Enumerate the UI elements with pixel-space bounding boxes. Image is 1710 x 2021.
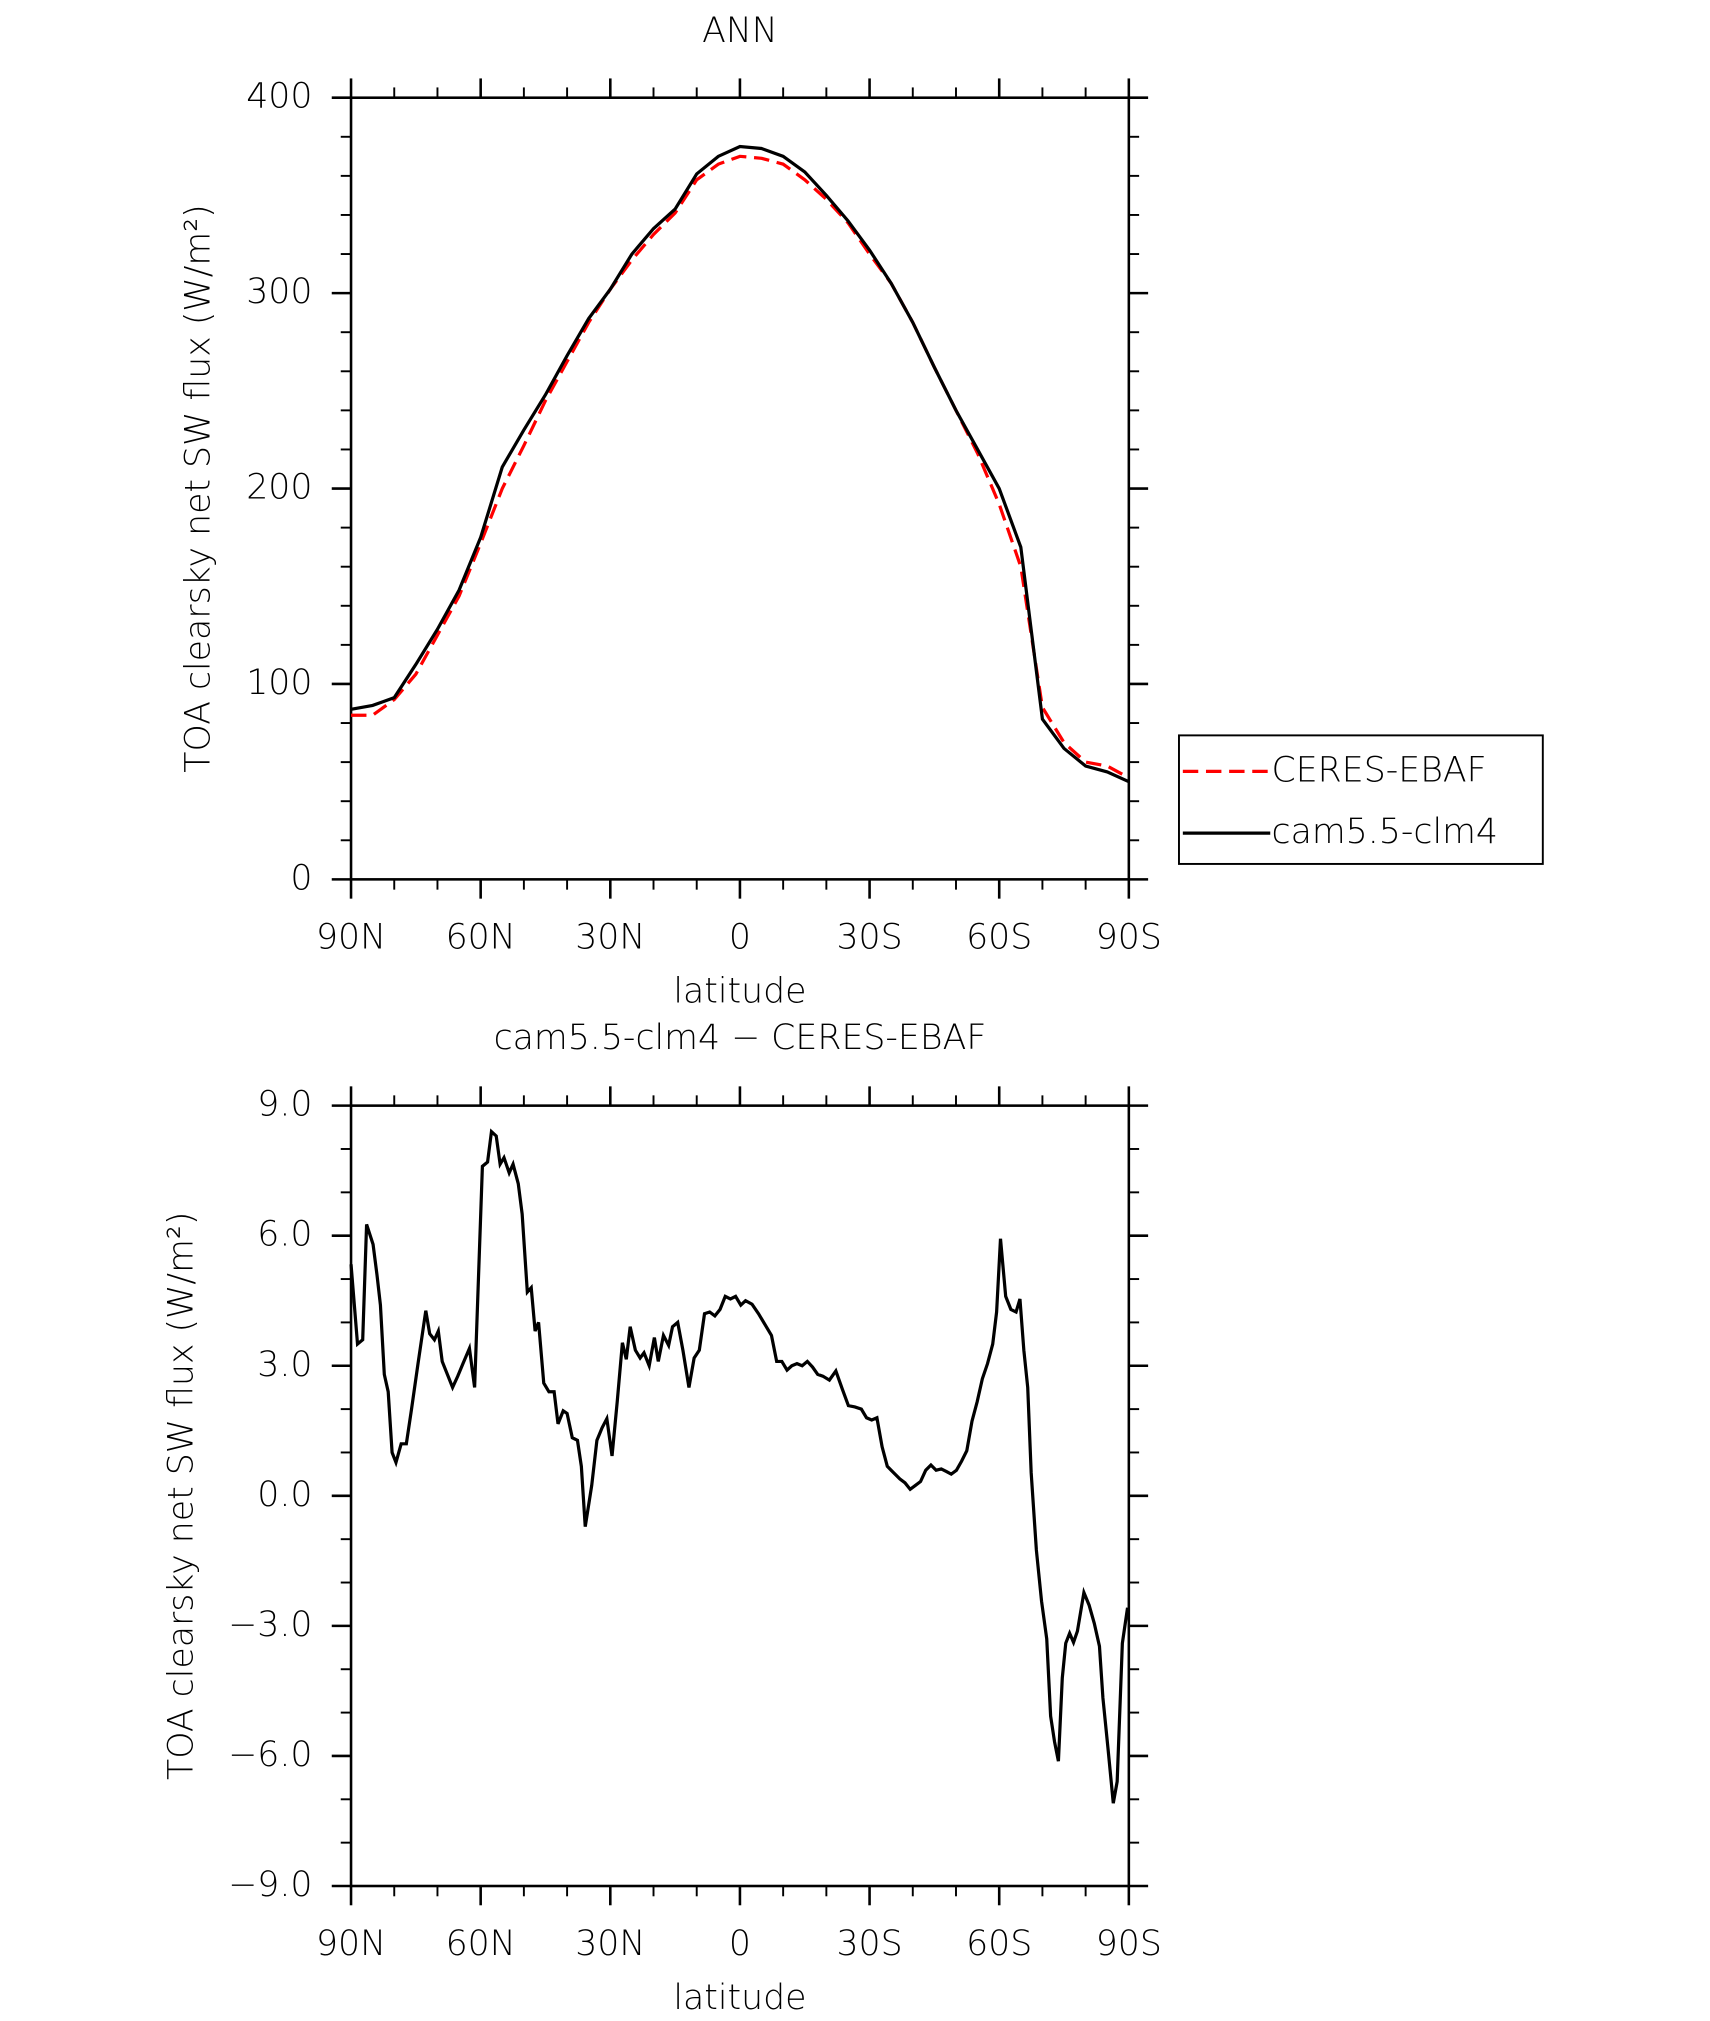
y-tick-label: −9.0 xyxy=(228,1865,312,1905)
chart-title: ANN xyxy=(702,11,778,51)
y-tick-label: 400 xyxy=(246,77,312,117)
y-tick-label: −6.0 xyxy=(228,1735,312,1775)
x-tick-label: 30N xyxy=(575,918,645,958)
y-tick-label: 100 xyxy=(246,663,312,703)
x-tick-label: 60N xyxy=(446,918,516,958)
y-tick-label: 200 xyxy=(246,468,312,508)
y-axis-label: TOA clearsky net SW flux (W/m²) xyxy=(178,204,218,772)
y-tick-label: 300 xyxy=(246,272,312,312)
x-tick-label: 30S xyxy=(836,1924,902,1964)
x-tick-label: 60S xyxy=(966,1924,1032,1964)
legend-label: CERES-EBAF xyxy=(1272,750,1487,790)
x-tick-label: 90N xyxy=(316,918,386,958)
chart-title: cam5.5-clm4 − CERES-EBAF xyxy=(494,1018,987,1058)
plot-frame xyxy=(349,96,1131,881)
data-line xyxy=(351,154,1130,780)
x-axis-label: latitude xyxy=(673,1978,806,2018)
y-tick-label: 6.0 xyxy=(257,1215,312,1255)
y-tick-label: 9.0 xyxy=(257,1085,312,1125)
x-tick-label: 60N xyxy=(446,1924,516,1964)
legend-box xyxy=(1178,734,1544,865)
x-tick-label: 0 xyxy=(729,918,751,958)
x-tick-label: 0 xyxy=(729,1924,751,1964)
x-tick-label: 90N xyxy=(316,1924,386,1964)
y-tick-label: 0 xyxy=(290,858,312,898)
y-tick-label: −3.0 xyxy=(228,1605,312,1645)
x-tick-label: 90S xyxy=(1096,1924,1162,1964)
x-tick-label: 90S xyxy=(1096,918,1162,958)
data-line xyxy=(350,144,1130,784)
legend-label: cam5.5-clm4 xyxy=(1272,812,1498,852)
plot-frame xyxy=(349,1104,1131,1888)
y-tick-label: 3.0 xyxy=(257,1345,312,1385)
x-tick-label: 30S xyxy=(836,918,902,958)
y-axis-label: TOA clearsky net SW flux (W/m²) xyxy=(162,1212,202,1780)
data-line xyxy=(349,1128,1130,1804)
x-tick-label: 60S xyxy=(966,918,1032,958)
x-tick-label: 30N xyxy=(575,1924,645,1964)
y-tick-label: 0.0 xyxy=(257,1475,312,1515)
x-axis-label: latitude xyxy=(673,972,806,1012)
